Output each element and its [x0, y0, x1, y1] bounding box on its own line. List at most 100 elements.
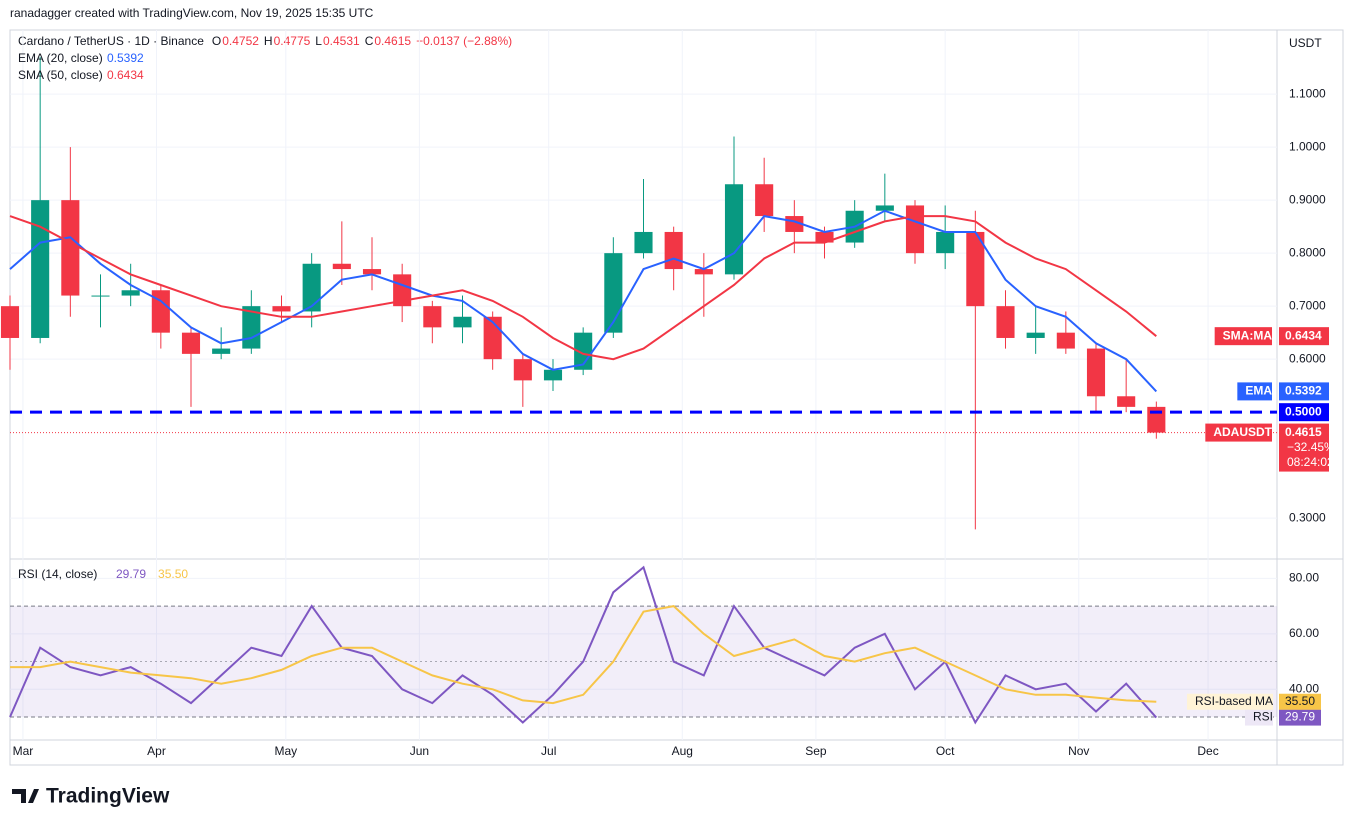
- ohlc-value: 0.4775: [274, 34, 311, 48]
- tag-value: 0.6434: [1285, 328, 1322, 342]
- candle-body: [1026, 332, 1045, 338]
- x-tick-label: Dec: [1197, 744, 1218, 758]
- candle-body: [513, 359, 532, 381]
- tag-name-bg: [1186, 693, 1273, 710]
- change: −0.0137 (−2.88%): [416, 34, 512, 48]
- tag-name: SMA:MA: [1223, 328, 1273, 342]
- y-tick-label: 1.1000: [1289, 86, 1326, 100]
- candle-body: [332, 263, 351, 270]
- tag-name-bg: [1244, 709, 1273, 726]
- y-tick-label: 40.00: [1289, 681, 1319, 695]
- tag-value: 0.5000: [1285, 404, 1322, 418]
- tag-name: EMA: [1245, 384, 1272, 398]
- tag-bg: [1279, 709, 1321, 726]
- candle-body: [61, 200, 80, 296]
- logo-text: TradingView: [46, 785, 170, 808]
- candle-body: [815, 231, 834, 243]
- legend-value: 29.79: [116, 567, 146, 581]
- pane-title: RSI (14, close): [18, 567, 97, 581]
- candle-body: [724, 184, 744, 275]
- ohlc-label: O: [212, 34, 221, 48]
- logo: TradingView: [12, 785, 170, 808]
- tag-value: 29.79: [1285, 710, 1315, 724]
- candle-body: [181, 332, 201, 354]
- candle-body: [664, 231, 683, 270]
- x-tick-label: Aug: [672, 744, 693, 758]
- ohlc-label: L: [315, 34, 322, 48]
- series-line: [9, 209, 1158, 393]
- tag-name: RSI: [1253, 710, 1273, 724]
- y-tick-label: 1.0000: [1289, 139, 1326, 153]
- y-tick-label: 0.6000: [1289, 351, 1326, 365]
- series-line: [9, 215, 1157, 361]
- tag-bg: [1279, 382, 1329, 401]
- x-tick-label: Nov: [1068, 744, 1089, 758]
- candle-body: [543, 369, 563, 381]
- tag-bg: [1279, 403, 1329, 422]
- y-tick-label: 60.00: [1289, 626, 1319, 640]
- tag-name-bg: [1214, 327, 1272, 346]
- y-tick-label: 0.3000: [1289, 510, 1326, 524]
- symbol: Cardano / TetherUS · 1D · Binance: [18, 34, 204, 48]
- ohlc-value: 0.4531: [323, 34, 360, 48]
- tag-name-bg: [1205, 423, 1272, 442]
- y-tick-label: 0.9000: [1289, 192, 1326, 206]
- tag-value: 35.50: [1285, 694, 1315, 708]
- candle-body: [362, 269, 382, 275]
- x-tick-label: Jun: [410, 744, 429, 758]
- tag-bg: [1279, 423, 1329, 472]
- legend-value: 0.6434: [107, 68, 144, 82]
- x-tick-label: Sep: [805, 744, 827, 758]
- tag-bg: [1279, 327, 1329, 346]
- y-tick-label: 80.00: [1289, 571, 1319, 585]
- candle-body: [151, 290, 170, 333]
- tag-extra: 08:24:02: [1287, 455, 1334, 469]
- candle-body: [996, 306, 1015, 338]
- candle-body: [966, 231, 985, 307]
- ohlc-value: 0.4615: [374, 34, 411, 48]
- y-tick-label: 0.8000: [1289, 245, 1326, 259]
- candle-body: [634, 231, 653, 254]
- series-line: [9, 565, 1158, 725]
- candle-body: [875, 205, 894, 211]
- candle-body: [1117, 396, 1136, 407]
- ohlc-value: 0.4752: [222, 34, 259, 48]
- series-line: [10, 605, 1157, 705]
- candle-body: [91, 295, 110, 297]
- x-tick-label: May: [274, 744, 297, 758]
- tag-value: 0.4615: [1285, 425, 1322, 439]
- ohlc-label: C: [365, 34, 374, 48]
- frame: [9, 29, 1344, 766]
- tag-value: 0.5392: [1285, 384, 1322, 398]
- candle-body: [936, 231, 955, 254]
- legend-value: 35.50: [158, 567, 188, 581]
- legend-name: EMA (20, close): [18, 51, 103, 65]
- tag-bg: [1279, 693, 1321, 710]
- candle-body: [1056, 332, 1075, 349]
- candle-body: [272, 306, 291, 312]
- candle-body: [423, 306, 442, 328]
- candle-body: [574, 332, 593, 370]
- candle-body: [302, 263, 321, 312]
- candle-body: [453, 316, 472, 328]
- candle-body: [755, 184, 774, 217]
- x-tick-label: Apr: [147, 744, 166, 758]
- x-tick-label: Oct: [936, 744, 955, 758]
- tag-name: RSI-based MA: [1195, 694, 1273, 708]
- candle-body: [0, 306, 20, 338]
- candle-body: [31, 200, 50, 338]
- currency: USDT: [1289, 36, 1322, 50]
- candle-body: [212, 348, 231, 354]
- tag-name-bg: [1237, 382, 1272, 401]
- credit: ranadagger created with TradingView.com,…: [10, 6, 374, 20]
- x-tick-label: Mar: [13, 744, 34, 758]
- candle-body: [905, 205, 925, 254]
- candle-body: [694, 269, 713, 275]
- tag-name: ADAUSDT: [1213, 425, 1272, 439]
- legend-name: SMA (50, close): [18, 68, 103, 82]
- tag-extra: −32.45%: [1287, 440, 1335, 454]
- ohlc-label: H: [264, 34, 273, 48]
- candle-body: [393, 274, 412, 307]
